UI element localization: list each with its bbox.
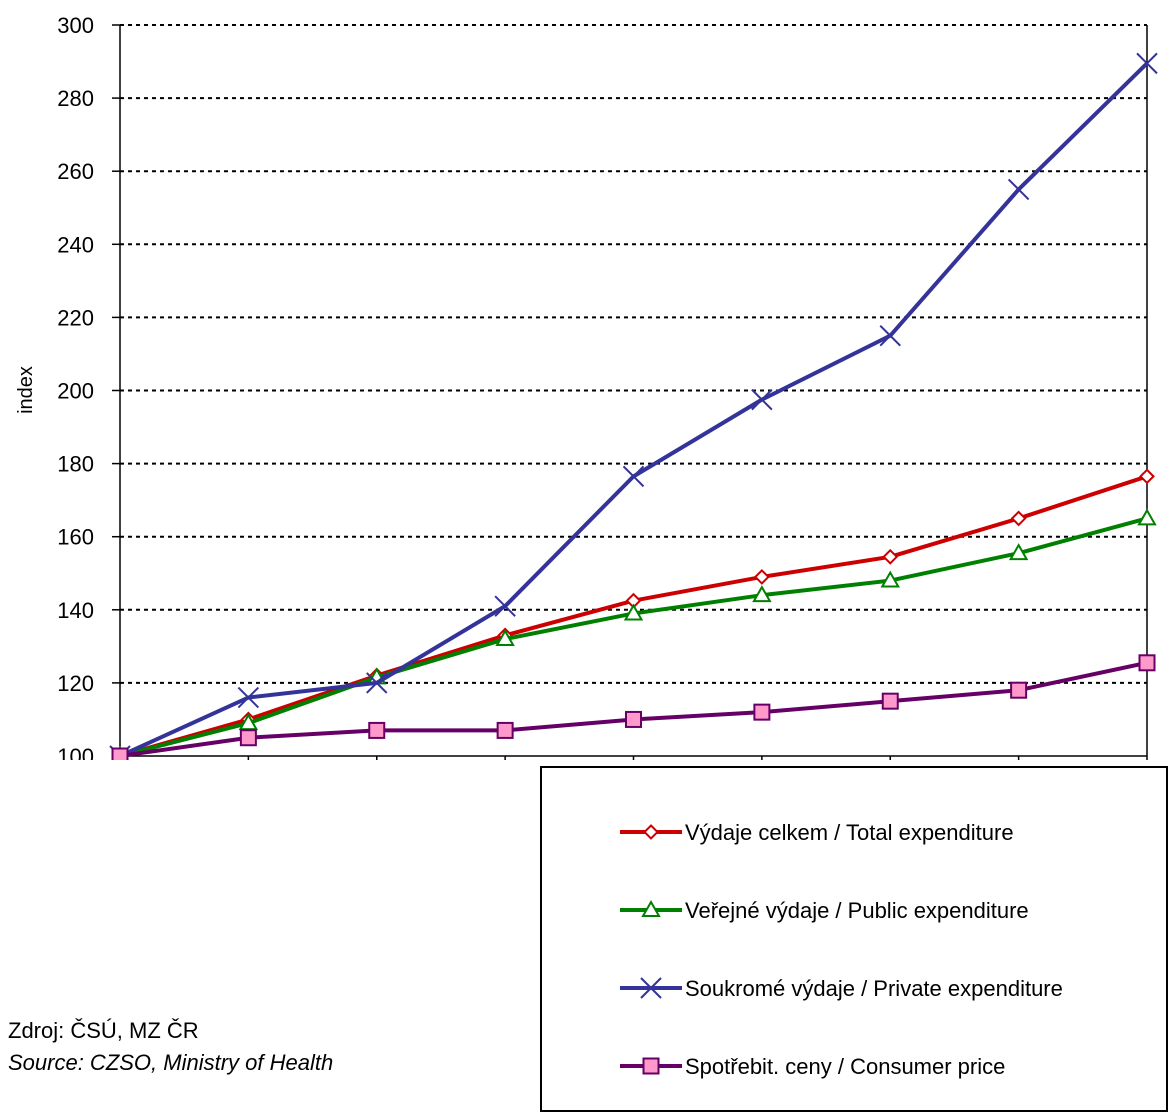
series-2-point-2003 — [494, 595, 516, 617]
series-0-point-2005 — [753, 568, 770, 585]
y-axis-label: index — [15, 366, 37, 414]
series-3-point-2007 — [1010, 681, 1028, 699]
series-2-line — [119, 61, 1149, 758]
source-note-czech: Zdroj: ČSÚ, MZ ČR — [8, 1018, 199, 1043]
series-2-point-2007 — [1007, 178, 1030, 201]
series-3-point-2005 — [753, 703, 771, 721]
y-tick-labels: 100 120 140 160 180 200 220 240 260 280 300 — [57, 13, 94, 760]
legend-label-2: Soukromé výdaje / Private expenditure — [685, 976, 1063, 1001]
legend-label-0: Výdaje celkem / Total expenditure — [685, 820, 1014, 845]
y-tick-label-180: 180 — [57, 452, 94, 477]
y-tick-label-120: 120 — [57, 671, 94, 696]
series-2-point-2001 — [237, 686, 260, 709]
legend-swatch-marker-1 — [641, 899, 661, 917]
series-2-point-2001-stroke-b — [237, 686, 260, 709]
series-2-point-2007-stroke-b — [1007, 178, 1030, 201]
series-2-point-2008 — [1136, 52, 1158, 75]
y-tick-label-140: 140 — [57, 598, 94, 623]
series-2-point-2005-stroke-b — [751, 388, 773, 411]
series-3-point-2002 — [368, 721, 386, 739]
series-0-point-2006 — [882, 548, 899, 565]
legend-label-3: Spotřebit. ceny / Consumer price — [685, 1054, 1005, 1079]
series-0-point-2008 — [1139, 468, 1155, 485]
series-2-point-2002-stroke-b — [366, 672, 388, 694]
series-1-point-2003 — [495, 629, 515, 647]
legend-entry-0: Výdaje celkem / Total expenditure — [620, 820, 1014, 845]
legend-swatch-marker-0 — [643, 824, 659, 840]
series-0-point-2007 — [1010, 510, 1027, 527]
legend-swatch-marker-2 — [640, 977, 662, 999]
legend-entry-2: Soukromé výdaje / Private expenditure — [620, 976, 1063, 1001]
legend-entries: Výdaje celkem / Total expenditure Veřejné… — [620, 820, 1063, 1079]
series-group — [109, 52, 1158, 760]
legend: Výdaje celkem / Total expenditure Veřejné… — [540, 766, 1168, 1112]
series-2-point-2004-stroke-b — [622, 465, 645, 488]
series-2-point-2008-stroke-b — [1136, 52, 1158, 75]
series-3-point-2004 — [625, 710, 642, 728]
series-3-point-2001 — [239, 729, 257, 747]
y-tick-label-200: 200 — [57, 379, 94, 404]
series-1-point-2008 — [1137, 508, 1157, 526]
legend-entry-1: Veřejné výdaje / Public expenditure — [620, 898, 1029, 923]
series-1-point-2001 — [238, 713, 259, 731]
series-2-point-2004 — [622, 465, 645, 488]
series-2-point-2003-stroke-b — [494, 595, 516, 617]
series-1-point-2007 — [1008, 543, 1029, 561]
series-2-point-2006-stroke-b — [879, 324, 901, 347]
series-3-point-2003 — [496, 721, 514, 739]
series-1-point-2004 — [623, 603, 644, 621]
series-3-point-2008 — [1138, 654, 1156, 672]
series-3-point-2000 — [111, 747, 129, 760]
legend-swatch-marker-2-stroke-b — [640, 977, 662, 999]
y-tick-label-260: 260 — [57, 159, 94, 184]
y-tick-label-240: 240 — [57, 232, 94, 257]
series-1-point-2006 — [880, 570, 900, 588]
y-tick-label-300: 300 — [57, 13, 94, 38]
axes — [112, 24, 1148, 760]
series-2-point-2002 — [366, 672, 388, 694]
series-1-point-2005 — [752, 585, 772, 603]
series-2 — [109, 52, 1158, 760]
legend-label-1: Veřejné výdaje / Public expenditure — [685, 898, 1029, 923]
legend-swatch-marker-3 — [642, 1057, 660, 1075]
y-tick-label-220: 220 — [57, 305, 94, 330]
legend-entry-3: Spotřebit. ceny / Consumer price — [620, 1054, 1005, 1079]
series-3 — [111, 654, 1156, 760]
series-2-point-2006 — [879, 324, 901, 347]
series-2-point-2005 — [751, 388, 773, 411]
y-tick-label-280: 280 — [57, 86, 94, 111]
series-3-point-2006 — [881, 692, 899, 710]
source-note-english: Source: CZSO, Ministry of Health — [8, 1050, 334, 1075]
grid-lines — [120, 24, 1147, 684]
y-tick-label-100: 100 — [57, 744, 94, 760]
y-tick-label-160: 160 — [57, 525, 94, 550]
